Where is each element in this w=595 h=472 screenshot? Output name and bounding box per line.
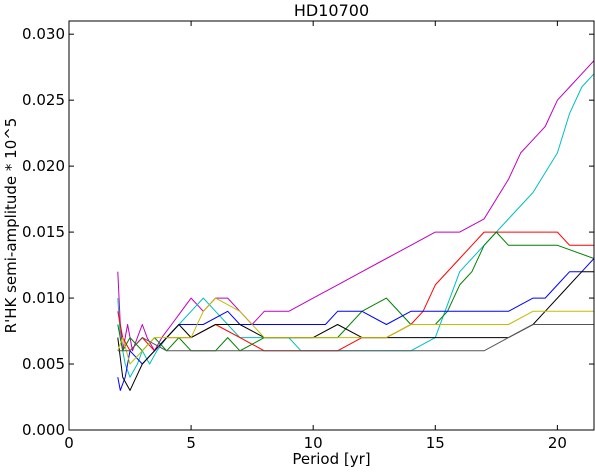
- x-tick-label: 20: [548, 434, 567, 452]
- y-tick-label: 0.030: [22, 25, 65, 43]
- y-tick-label: 0.005: [22, 355, 65, 373]
- tick-layer: 0 5 10 15 20 0.000 0.005 0.010 0.015 0.020 0.025 0.…: [22, 21, 594, 452]
- y-tick-label: 0.025: [22, 91, 65, 109]
- x-tick-label: 15: [426, 434, 445, 452]
- x-axis-title: Period [yr]: [292, 450, 370, 468]
- y-tick-label: 0.010: [22, 289, 65, 307]
- x-tick-label: 5: [186, 434, 196, 452]
- x-tick-label: 10: [304, 434, 323, 452]
- series-layer: [117, 60, 594, 391]
- series-line-2: [117, 73, 594, 378]
- y-tick-label: 0.015: [22, 223, 65, 241]
- y-tick-label: 0.020: [22, 157, 65, 175]
- plot-frame: [68, 20, 595, 431]
- x-tick-label: 0: [64, 434, 74, 452]
- series-line-4: [117, 231, 594, 352]
- series-line-5: [117, 258, 594, 391]
- chart-title: HD10700: [294, 1, 369, 20]
- series-line-7: [117, 297, 594, 365]
- series-line-1: [117, 60, 594, 352]
- series-line-6: [117, 271, 594, 391]
- series-line-3: [117, 231, 594, 352]
- series-line-8: [117, 324, 594, 352]
- y-axis-title: R'HK semi-amplitude * 10^5: [2, 118, 20, 334]
- y-tick-label: 0.000: [22, 421, 65, 439]
